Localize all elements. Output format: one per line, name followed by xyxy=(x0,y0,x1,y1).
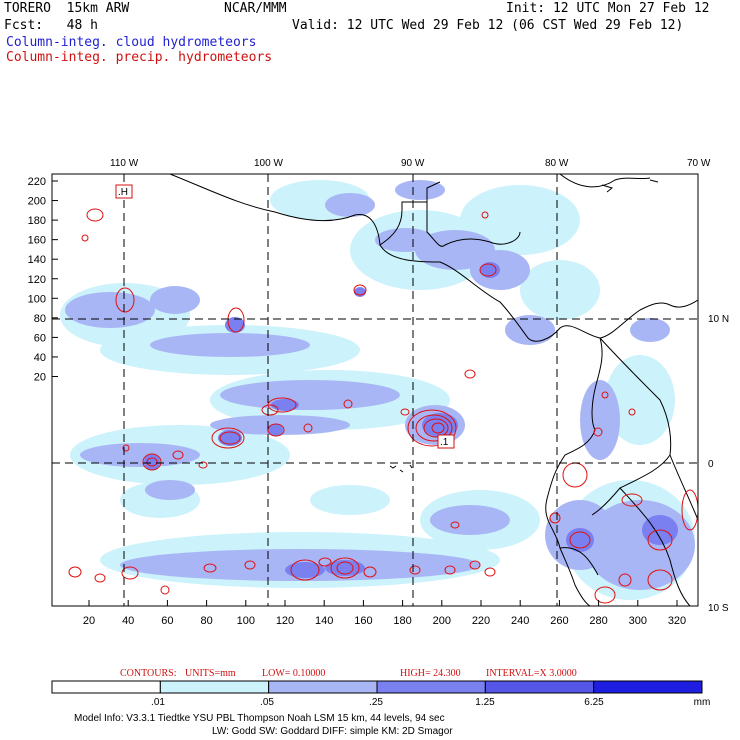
x-tick-label: 260 xyxy=(550,615,568,627)
y-tick-label: 200 xyxy=(28,196,46,208)
colorbar-label-2: .25 xyxy=(369,697,383,708)
contours-label: CONTOURS: xyxy=(120,668,177,679)
lat-label-10n: 10 N xyxy=(708,314,729,325)
colorbar-segment xyxy=(593,680,703,694)
footer-physics-info: LW: Godd SW: Goddard DIFF: simple KM: 2D… xyxy=(212,726,453,737)
x-tick-label: 280 xyxy=(589,615,607,627)
x-tick-label: 160 xyxy=(354,615,372,627)
y-tick-label: 220 xyxy=(28,176,46,188)
model-title: TORERO 15km ARW xyxy=(4,1,130,16)
x-tick-label: 220 xyxy=(472,615,490,627)
x-tick-label: 40 xyxy=(122,615,134,627)
colorbar-segment xyxy=(376,680,486,694)
footer-model-info: Model Info: V3.3.1 Tiedtke YSU PBL Thomp… xyxy=(74,713,445,724)
colorbar-unit: mm xyxy=(694,697,711,708)
colorbar-segment xyxy=(51,680,161,694)
x-tick-label: 180 xyxy=(393,615,411,627)
lon-label-110w: 110 W xyxy=(110,158,139,169)
x-tick-label: 300 xyxy=(629,615,647,627)
map-frame xyxy=(51,173,699,607)
x-tick-label: 20 xyxy=(83,615,95,627)
x-tick-label: 120 xyxy=(276,615,294,627)
forecast-hour: Fcst: 48 h xyxy=(4,18,98,33)
y-tick-label: 80 xyxy=(34,313,46,325)
lon-label-90w: 90 W xyxy=(401,158,425,169)
axis-ticks xyxy=(52,180,678,606)
x-tick-label: 100 xyxy=(237,615,255,627)
init-time: Init: 12 UTC Mon 27 Feb 12 xyxy=(506,1,710,16)
x-tick-label: 60 xyxy=(161,615,173,627)
lon-label-70w: 70 W xyxy=(687,158,711,169)
x-axis-labels: 20 40 60 80 100 120 140 160 180 200 220 240 260 280 30… xyxy=(83,615,686,627)
colorbar-segment xyxy=(484,680,595,694)
valid-time: Valid: 12 UTC Wed 29 Feb 12 (06 CST Wed … xyxy=(292,18,684,33)
lon-label-80w: 80 W xyxy=(545,158,569,169)
high-marker-boxes xyxy=(115,184,455,449)
y-tick-label: 100 xyxy=(28,293,46,305)
contours-high: HIGH= 24.300 xyxy=(400,668,461,679)
hydrometeor-field xyxy=(52,174,698,606)
colorbar-label-1: .05 xyxy=(260,697,274,708)
coastlines xyxy=(169,174,698,606)
x-tick-label: 200 xyxy=(433,615,451,627)
colorbar-label-3: 1.25 xyxy=(475,697,495,708)
cloud-field-label: Column-integ. cloud hydrometeors xyxy=(6,35,257,50)
colorbar-segment xyxy=(268,680,378,694)
precip-contours xyxy=(68,208,698,604)
contours-low: LOW= 0.10000 xyxy=(262,668,325,679)
latlon-grid xyxy=(52,174,698,606)
x-tick-label: 320 xyxy=(668,615,686,627)
org-label: NCAR/MMM xyxy=(224,1,287,16)
high-marker-2: .1 xyxy=(440,437,449,448)
cloud-mid-areas xyxy=(65,180,695,590)
contours-interval: INTERVAL=X 3.0000 xyxy=(486,668,577,679)
contours-units: UNITS=mm xyxy=(185,668,236,679)
precip-field-label: Column-integ. precip. hydrometeors xyxy=(6,50,273,65)
colorbar-segment xyxy=(159,680,270,694)
y-tick-label: 40 xyxy=(34,352,46,364)
y-axis-labels: 220 200 180 160 140 120 100 80 60 40 20 xyxy=(28,176,46,384)
x-tick-label: 80 xyxy=(200,615,212,627)
y-tick-label: 120 xyxy=(28,274,46,286)
y-tick-label: 160 xyxy=(28,235,46,247)
lon-label-100w: 100 W xyxy=(254,158,283,169)
x-tick-label: 140 xyxy=(315,615,333,627)
y-tick-label: 60 xyxy=(34,332,46,344)
y-tick-label: 180 xyxy=(28,215,46,227)
lat-label-eq: 0 xyxy=(708,459,714,470)
y-tick-label: 20 xyxy=(34,372,46,384)
colorbar-label-4: 6.25 xyxy=(584,697,604,708)
colorbar-label-0: .01 xyxy=(151,697,165,708)
colorbar xyxy=(51,680,703,694)
high-marker-1: .H xyxy=(118,187,128,198)
y-tick-label: 140 xyxy=(28,254,46,266)
x-tick-label: 240 xyxy=(511,615,529,627)
lat-label-10s: 10 S xyxy=(708,603,729,614)
